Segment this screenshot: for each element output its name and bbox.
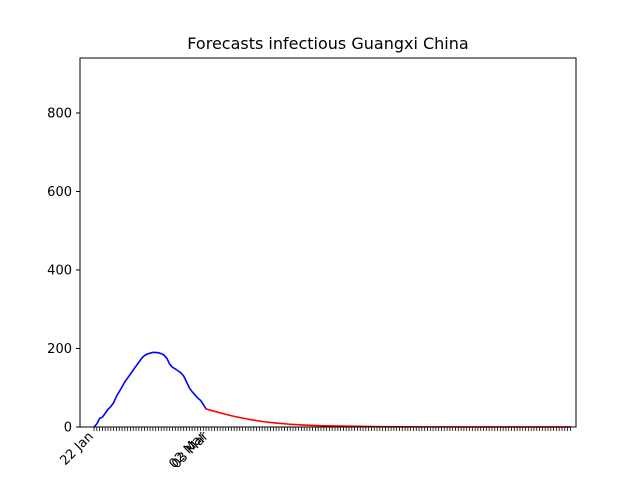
y-tick-label: 600	[47, 185, 72, 200]
chart-title: Forecasts infectious Guangxi China	[187, 34, 468, 53]
observed-series-line	[93, 351, 207, 428]
y-tick-label: 400	[47, 263, 72, 278]
y-tick-label: 200	[47, 342, 72, 357]
y-tick-label: 0	[64, 421, 72, 436]
axes-frame	[79, 57, 577, 428]
y-tick-label: 800	[47, 106, 72, 121]
